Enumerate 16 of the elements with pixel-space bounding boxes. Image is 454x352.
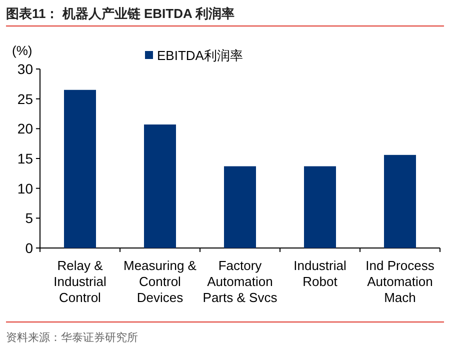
- chart-title: 图表11： 机器人产业链 EBITDA 利润率: [6, 6, 234, 21]
- y-tick-label: 10: [17, 180, 34, 196]
- x-tick-label: Industrial Robot: [294, 258, 346, 289]
- x-tick-label: Relay & Industrial Control: [54, 258, 106, 305]
- legend-label: EBITDA利润率: [157, 48, 243, 63]
- x-tick-label: Factory Automation Parts & Svcs: [202, 258, 278, 305]
- y-tick-label: 0: [25, 240, 34, 256]
- text: 资料来源：华泰证券研究所: [6, 331, 138, 344]
- y-axis-title: (%): [12, 43, 32, 58]
- x-tick-label: Measuring & Control Devices: [124, 258, 197, 305]
- y-tick-label: 20: [17, 120, 34, 137]
- y-tick-label: 15: [17, 150, 34, 166]
- y-tick-label: 5: [25, 210, 34, 226]
- x-tick-label: Ind Process Automation Mach: [366, 258, 435, 305]
- y-tick-label: 25: [17, 90, 34, 107]
- y-tick-label: 30: [17, 61, 34, 77]
